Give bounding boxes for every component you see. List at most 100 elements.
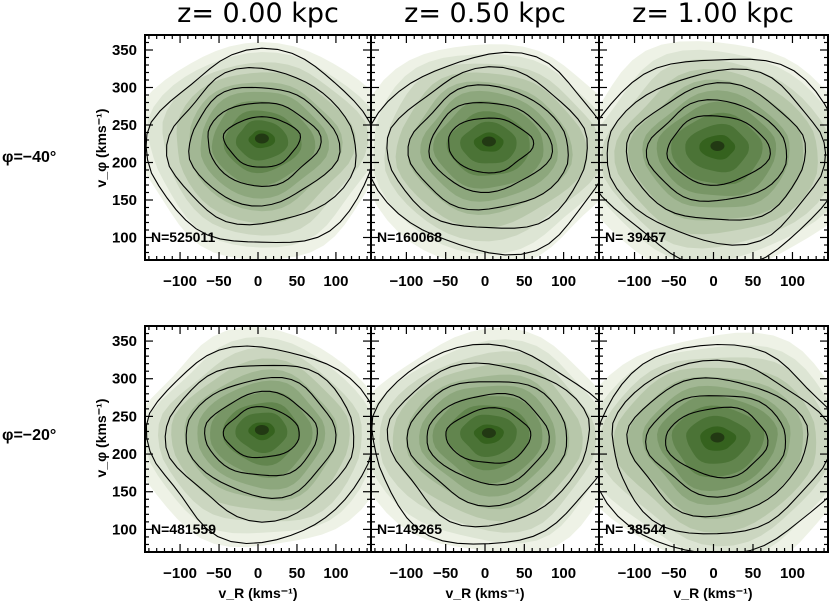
contour-line-3 bbox=[188, 86, 341, 207]
density-peak bbox=[254, 424, 269, 435]
contour-line-3 bbox=[185, 376, 337, 499]
contour-line-4 bbox=[164, 364, 355, 523]
x-tick-label: −50 bbox=[206, 565, 231, 582]
x-tick-label: 0 bbox=[481, 273, 489, 290]
y-tick-label: 150 bbox=[112, 192, 137, 209]
panel-count-label-r1c3: N= 39457 bbox=[605, 229, 666, 245]
x-tick-label: 0 bbox=[709, 565, 717, 582]
density-peak bbox=[481, 136, 496, 147]
column-title-z0: z= 0.00 kpc bbox=[177, 0, 339, 29]
row-label-phi-20: φ=−20° bbox=[2, 427, 56, 444]
panel-count-label-r2c1: N=481559 bbox=[151, 521, 216, 537]
contour-line-1 bbox=[222, 116, 302, 168]
x-tick-label: −50 bbox=[661, 273, 686, 290]
y-tick-label: 250 bbox=[112, 117, 137, 134]
x-axis-title-col-2: v_R (kms⁻¹) bbox=[446, 585, 525, 601]
panel-count-label-r1c1: N=525011 bbox=[151, 229, 215, 245]
x-tick-label: 100 bbox=[551, 565, 576, 582]
x-tick-label: 50 bbox=[745, 273, 762, 290]
x-tick-label: 100 bbox=[780, 273, 805, 290]
y-tick-label: 350 bbox=[112, 333, 137, 350]
contour-line-5 bbox=[145, 47, 371, 244]
x-tick-label: −50 bbox=[661, 565, 686, 582]
y-tick-label: 300 bbox=[112, 80, 137, 97]
x-tick-label: −50 bbox=[433, 273, 458, 290]
contour-line-3 bbox=[625, 82, 807, 221]
contour-line-5 bbox=[371, 51, 599, 256]
y-tick-label: 100 bbox=[112, 521, 137, 538]
panel-r1c3 bbox=[599, 35, 828, 260]
y-axis-title-row-1: v_φ (kms⁻¹) bbox=[93, 109, 109, 188]
x-tick-label: 0 bbox=[481, 565, 489, 582]
x-tick-label: 0 bbox=[254, 273, 262, 290]
contour-line-1 bbox=[222, 406, 300, 459]
x-tick-label: 0 bbox=[709, 273, 717, 290]
contour-line-5 bbox=[599, 58, 828, 260]
contour-line-4 bbox=[386, 362, 591, 528]
x-tick-label: 50 bbox=[289, 565, 306, 582]
x-tick-label: 100 bbox=[780, 565, 805, 582]
y-tick-label: 300 bbox=[112, 371, 137, 388]
contour-line-4 bbox=[606, 68, 827, 246]
x-tick-label: 50 bbox=[516, 273, 533, 290]
contour-line-1 bbox=[445, 407, 532, 464]
y-tick-label: 150 bbox=[112, 484, 137, 501]
panel-r2c3 bbox=[599, 326, 828, 552]
density-peak bbox=[710, 141, 725, 151]
column-title-z1: z= 1.00 kpc bbox=[632, 0, 794, 29]
panel-count-label-r1c2: N=160068 bbox=[377, 229, 442, 245]
contour-line-5 bbox=[599, 343, 828, 552]
panel-r1c2 bbox=[371, 35, 599, 260]
x-tick-label: 50 bbox=[516, 565, 533, 582]
x-tick-label: −100 bbox=[618, 273, 652, 290]
x-tick-label: 100 bbox=[323, 565, 348, 582]
contour-line-1 bbox=[666, 115, 771, 186]
panel-r2c1 bbox=[145, 326, 371, 552]
y-tick-label: 350 bbox=[112, 42, 137, 59]
contour-line-2 bbox=[426, 393, 550, 486]
x-tick-label: 100 bbox=[323, 273, 348, 290]
density-peak bbox=[710, 432, 725, 443]
y-tick-label: 250 bbox=[112, 408, 137, 425]
x-tick-label: −100 bbox=[163, 273, 197, 290]
panel-count-label-r2c3: N= 38544 bbox=[605, 521, 666, 537]
contour-line-2 bbox=[207, 102, 322, 187]
x-tick-label: −50 bbox=[206, 273, 231, 290]
contour-line-5 bbox=[145, 345, 371, 545]
contour-line-3 bbox=[626, 377, 809, 518]
x-tick-label: −50 bbox=[433, 565, 458, 582]
row-label-phi-40: φ=−40° bbox=[2, 149, 56, 166]
y-tick-label: 200 bbox=[112, 446, 137, 463]
contour-line-1 bbox=[448, 117, 535, 174]
contour-line-3 bbox=[406, 381, 568, 507]
panel-grid: −100 −50 0 50 100 100 150 200 250 300 350 N=525011 −… bbox=[112, 34, 829, 582]
y-tick-label: 200 bbox=[112, 155, 137, 172]
x-axis-title-col-1: v_R (kms⁻¹) bbox=[219, 585, 298, 601]
y-axis-title-row-2: v_φ (kms⁻¹) bbox=[93, 399, 109, 478]
x-tick-label: −100 bbox=[163, 565, 197, 582]
contour-line-2 bbox=[645, 395, 787, 498]
x-tick-label: 100 bbox=[551, 273, 576, 290]
x-tick-label: −100 bbox=[389, 273, 423, 290]
contour-line-4 bbox=[166, 67, 357, 226]
contour-line-2 bbox=[428, 102, 554, 193]
x-tick-label: 50 bbox=[289, 273, 306, 290]
contour-line-1 bbox=[665, 406, 769, 479]
panel-r1c1 bbox=[145, 35, 371, 260]
contour-line-4 bbox=[386, 66, 588, 229]
density-peak bbox=[481, 427, 496, 438]
contour-line-2 bbox=[645, 99, 788, 202]
x-tick-label: −100 bbox=[618, 565, 652, 582]
density-peak bbox=[254, 133, 269, 144]
panel-count-label-r2c2: N=149265 bbox=[377, 521, 442, 537]
column-title-z05: z= 0.50 kpc bbox=[404, 0, 566, 29]
y-tick-label: 100 bbox=[112, 230, 137, 247]
x-tick-label: 0 bbox=[254, 565, 262, 582]
contour-line-4 bbox=[611, 359, 828, 535]
panel-r2c2 bbox=[371, 326, 599, 552]
contour-line-3 bbox=[407, 84, 569, 211]
x-axis-title-col-3: v_R (kms⁻¹) bbox=[674, 585, 753, 601]
contour-line-2 bbox=[204, 390, 318, 477]
x-tick-label: 50 bbox=[745, 565, 762, 582]
